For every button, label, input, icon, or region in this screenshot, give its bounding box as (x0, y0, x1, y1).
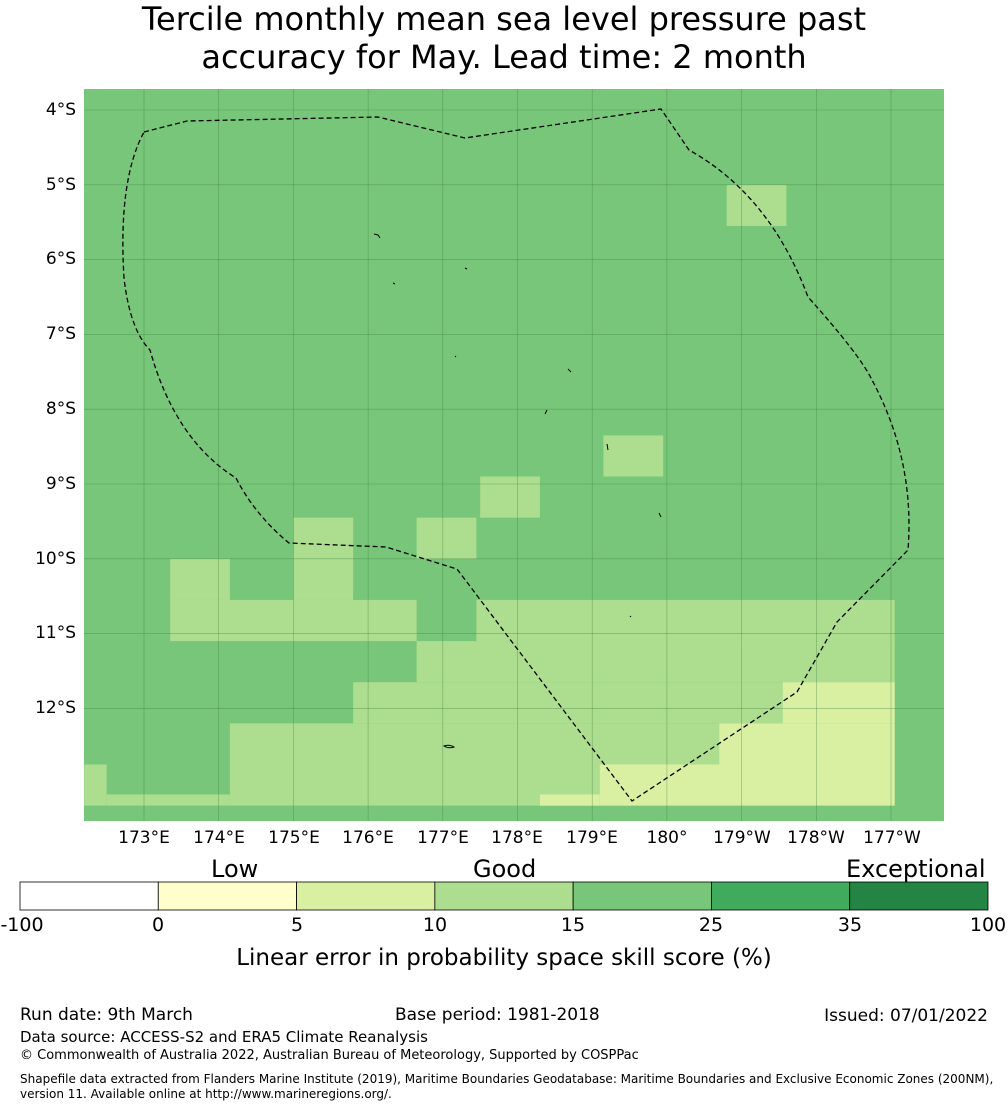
skill-cell-10-15 (293, 517, 354, 559)
base-period: Base period: 1981-2018 (395, 1005, 600, 1025)
island-icon (454, 355, 457, 358)
skill-cell-10-15 (84, 764, 107, 806)
colorbar-tick-label: 0 (151, 914, 165, 936)
lat-label: 9°S (45, 474, 76, 494)
colorbar-title: Linear error in probability space skill … (236, 945, 772, 971)
lon-label: 179°E (566, 828, 618, 848)
colorbar-bin (711, 881, 851, 911)
colorbar (19, 881, 989, 911)
issued-date: Issued: 07/01/2022 (824, 1006, 988, 1026)
skill-cell-10-15 (170, 558, 230, 600)
island-icon (606, 443, 609, 451)
lon-label: 179°W (713, 828, 771, 848)
colorbar-bin (19, 881, 159, 911)
skill-cell-10-15 (229, 723, 720, 765)
lon-label: 174°E (193, 828, 245, 848)
copyright: © Commonwealth of Australia 2022, Austra… (20, 1048, 639, 1063)
skill-cell-10-15 (480, 476, 540, 518)
skill-cell-10-15 (476, 599, 895, 642)
skill-cell-10-15 (603, 435, 664, 477)
island-icon (658, 512, 662, 518)
skill-cell-5-10 (719, 723, 895, 765)
data-source: Data source: ACCESS-S2 and ERA5 Climate … (20, 1028, 428, 1046)
colorbar-tick-label: 10 (422, 914, 448, 936)
lon-label: 178°W (787, 828, 845, 848)
skill-cell-5-10 (539, 794, 600, 806)
colorbar-tick-label: -100 (0, 914, 44, 936)
lat-label: 5°S (45, 175, 76, 195)
lon-label: 178°E (491, 828, 543, 848)
colorbar-category-low: Low (211, 855, 259, 883)
lat-label: 12°S (35, 698, 76, 718)
lon-label: 173°E (118, 828, 170, 848)
colorbar-bin (849, 881, 989, 911)
lon-label: 177°W (863, 828, 921, 848)
island-icon (442, 744, 456, 749)
lat-label: 11°S (35, 623, 76, 643)
map-panel (84, 89, 944, 821)
lon-label: 176°E (342, 828, 394, 848)
colorbar-tick-label: 5 (290, 914, 304, 936)
lat-label: 6°S (45, 249, 76, 269)
skill-cell-10-15 (106, 794, 230, 806)
shapefile-credit-line-1: Shapefile data extracted from Flanders M… (20, 1072, 994, 1086)
skill-cell-5-10 (782, 682, 895, 724)
island-icon (629, 615, 632, 618)
lat-label: 4°S (45, 100, 76, 120)
island-icon (373, 233, 381, 239)
lon-label: 175°E (268, 828, 320, 848)
shapefile-credit-line-2: version 11. Available online at http://w… (20, 1087, 392, 1101)
colorbar-category-exceptional: Exceptional (846, 855, 986, 883)
island-icon (544, 409, 548, 415)
colorbar-bin (157, 881, 297, 911)
colorbar-tick-label: 100 (969, 914, 1007, 936)
island-coastlines (373, 233, 662, 749)
eez-boundary-line (122, 108, 910, 802)
lon-label: 180° (646, 828, 688, 848)
map-gridlines (84, 89, 944, 821)
skill-cell-10-15 (229, 764, 600, 806)
island-icon (567, 368, 572, 373)
colorbar-bin (296, 881, 436, 911)
colorbar-bin (572, 881, 712, 911)
lon-label: 177°E (417, 828, 469, 848)
skill-cell-10-15 (353, 682, 783, 724)
colorbar-tick-label: 25 (698, 914, 724, 936)
chart-title-line-1: Tercile monthly mean sea level pressure … (141, 0, 867, 38)
colorbar-tick-label: 35 (837, 914, 863, 936)
chart-title-line-2: accuracy for May. Lead time: 2 month (201, 38, 807, 76)
lat-label: 8°S (45, 399, 76, 419)
run-date: Run date: 9th March (20, 1005, 193, 1025)
lat-label: 10°S (35, 549, 76, 569)
colorbar-tick-label: 15 (560, 914, 586, 936)
lat-label: 7°S (45, 324, 76, 344)
colorbar-category-good: Good (473, 855, 537, 883)
island-icon (392, 282, 396, 285)
colorbar-bin (434, 881, 574, 911)
skill-cell-10-15 (416, 517, 477, 559)
skill-cell-10-15 (293, 558, 354, 600)
skill-cell-5-10 (599, 764, 895, 806)
island-icon (464, 267, 468, 270)
